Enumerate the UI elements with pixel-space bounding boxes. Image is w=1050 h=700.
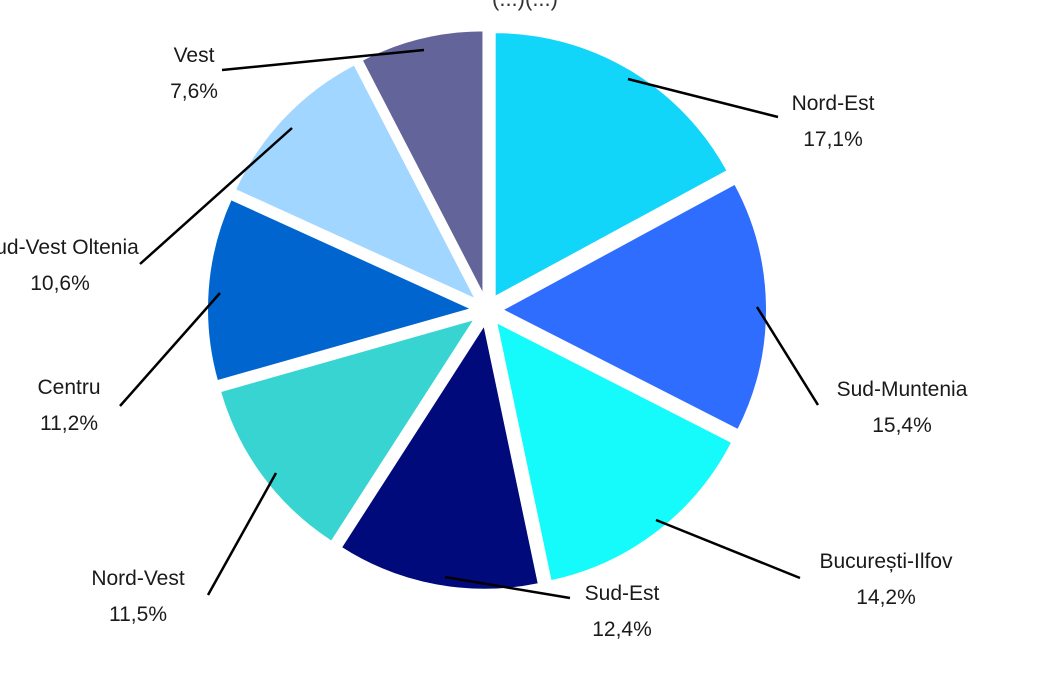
leader-line bbox=[119, 292, 221, 407]
slice-value-label: 11,2% bbox=[40, 412, 98, 435]
slice-name-label: Sud-Vest Oltenia bbox=[0, 236, 139, 259]
slice-value-label: 14,2% bbox=[856, 586, 916, 609]
slice-value-label: 7,6% bbox=[170, 80, 218, 103]
leader-line bbox=[444, 575, 571, 600]
pie-slice-sud-muntenia bbox=[499, 182, 768, 432]
leader-line bbox=[206, 472, 278, 596]
pie-slice-nord-vest bbox=[218, 317, 478, 544]
pie-slice-sud-vest-oltenia bbox=[233, 62, 479, 302]
leader-line bbox=[221, 48, 425, 72]
slice-value-label: 15,4% bbox=[872, 414, 932, 437]
slice-name-label: Sud-Muntenia bbox=[837, 378, 968, 401]
pie-slice-bucure-ti-ilfov bbox=[494, 320, 734, 583]
leader-line bbox=[755, 306, 820, 406]
slice-name-label: Centru bbox=[37, 376, 100, 399]
chart-title: (...)(...) bbox=[0, 0, 1050, 12]
slice-name-label: Vest bbox=[174, 44, 215, 67]
pie-slice-vest bbox=[360, 29, 485, 296]
leader-line bbox=[655, 518, 801, 580]
leader-line bbox=[139, 127, 293, 265]
pie-slices bbox=[206, 29, 768, 591]
slice-name-label: Nord-Est bbox=[792, 92, 875, 115]
title-strip: (...)(...) bbox=[0, 0, 1050, 12]
slice-name-label: Nord-Vest bbox=[91, 567, 185, 590]
slice-name-label: Sud-Est bbox=[585, 582, 660, 605]
slice-value-label: 11,5% bbox=[109, 603, 167, 626]
pie-slice-centru bbox=[206, 197, 475, 383]
slice-value-label: 12,4% bbox=[592, 618, 652, 641]
leader-line bbox=[627, 77, 779, 119]
leader-lines bbox=[119, 48, 820, 600]
slice-value-label: 10,6% bbox=[30, 272, 90, 295]
slice-labels: Nord-Est 17,1% Sud-Muntenia 15,4% București-… bbox=[0, 44, 968, 641]
slice-name-label: București-Ilfov bbox=[819, 550, 953, 573]
slice-value-label: 17,1% bbox=[803, 128, 863, 151]
pie-slice-sud-est bbox=[339, 322, 541, 591]
pie-slice-nord-est bbox=[493, 31, 730, 299]
